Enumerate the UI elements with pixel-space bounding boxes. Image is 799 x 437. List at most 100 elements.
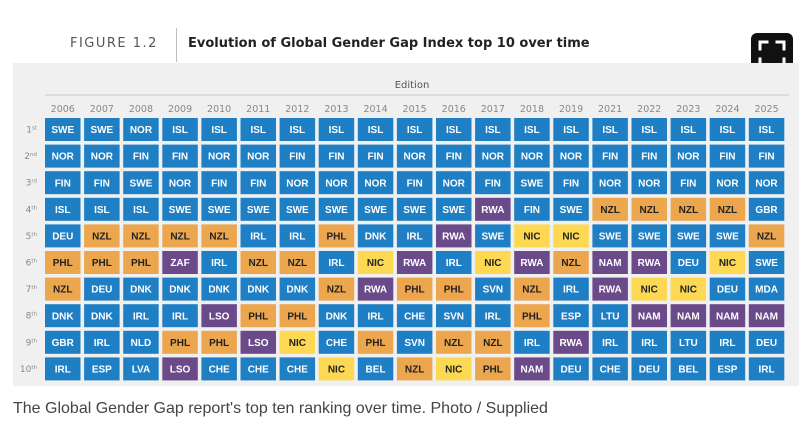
ranking-cell bbox=[123, 118, 159, 141]
country-code: SVN bbox=[483, 285, 504, 296]
year-label: 2025 bbox=[754, 104, 778, 115]
country-code: NIC bbox=[445, 365, 462, 376]
country-code: SWE bbox=[677, 232, 700, 243]
ranking-cell bbox=[318, 171, 355, 195]
ranking-cell bbox=[475, 197, 511, 221]
ranking-cell bbox=[279, 118, 316, 141]
country-code: NZL bbox=[522, 285, 541, 296]
country-code: CHE bbox=[404, 311, 425, 322]
ranking-cell bbox=[592, 224, 628, 248]
country-code: PHL bbox=[522, 311, 542, 322]
country-code: NIC bbox=[680, 285, 697, 296]
ranking-cell bbox=[436, 197, 472, 221]
header-divider bbox=[176, 28, 177, 62]
ranking-cell bbox=[162, 118, 198, 141]
ranking-cell bbox=[84, 144, 120, 168]
country-code: PHL bbox=[444, 285, 464, 296]
country-code: IRL bbox=[485, 311, 501, 322]
ranking-cell bbox=[201, 224, 237, 248]
ranking-cell bbox=[436, 171, 472, 195]
year-label: 2017 bbox=[481, 104, 505, 115]
country-code: NZL bbox=[209, 232, 228, 243]
ranking-cell bbox=[475, 251, 511, 274]
ranking-cell bbox=[592, 144, 628, 168]
ranking-cell bbox=[279, 251, 316, 274]
country-code: DEU bbox=[91, 285, 112, 296]
ranking-cell bbox=[318, 304, 355, 328]
ranking-cell bbox=[670, 357, 707, 381]
ranking-cell bbox=[631, 171, 667, 195]
country-code: DNK bbox=[130, 285, 152, 296]
country-code: DNK bbox=[365, 232, 387, 243]
country-code: ZAF bbox=[170, 258, 189, 269]
rank-number: 10 bbox=[20, 365, 32, 375]
ranking-cell bbox=[592, 251, 628, 274]
country-code: ISL bbox=[681, 125, 697, 136]
ranking-cell bbox=[709, 330, 746, 354]
country-code: RWA bbox=[442, 232, 465, 243]
ranking-cell bbox=[318, 224, 355, 248]
ranking-cell bbox=[240, 304, 276, 328]
ranking-cell bbox=[396, 357, 433, 381]
country-code: LVA bbox=[132, 365, 151, 376]
ranking-cell bbox=[475, 224, 511, 248]
year-label: 2016 bbox=[442, 104, 466, 115]
country-code: ISL bbox=[759, 125, 775, 136]
ranking-cell bbox=[162, 330, 198, 354]
rank-suffix: th bbox=[31, 285, 37, 291]
rank-number: 3 bbox=[26, 179, 32, 189]
country-code: NOR bbox=[482, 152, 505, 163]
ranking-cell bbox=[123, 197, 159, 221]
ranking-cell bbox=[553, 197, 589, 221]
ranking-cell bbox=[748, 277, 785, 301]
country-code: ISL bbox=[55, 205, 71, 216]
ranking-cell bbox=[436, 277, 472, 301]
ranking-cell bbox=[123, 251, 159, 274]
country-code: RWA bbox=[559, 338, 582, 349]
country-code: ISL bbox=[250, 125, 266, 136]
country-code: NZL bbox=[288, 258, 307, 269]
country-code: NOR bbox=[130, 125, 153, 136]
country-code: BEL bbox=[366, 365, 386, 376]
ranking-cell bbox=[475, 304, 511, 328]
ranking-cell bbox=[436, 251, 472, 274]
ranking-cell bbox=[436, 357, 472, 381]
country-code: ISL bbox=[641, 125, 657, 136]
country-code: RWA bbox=[599, 285, 622, 296]
ranking-cell bbox=[84, 357, 120, 381]
rank-label: 2nd bbox=[24, 152, 37, 162]
rank-label: 9th bbox=[26, 338, 38, 348]
ranking-cell bbox=[748, 197, 785, 221]
country-code: IRL bbox=[211, 258, 227, 269]
ranking-cell bbox=[631, 277, 667, 301]
country-code: NOR bbox=[169, 178, 192, 189]
rank-number: 2 bbox=[24, 152, 30, 162]
ranking-cell bbox=[357, 277, 394, 301]
country-code: NIC bbox=[719, 258, 736, 269]
country-code: NZL bbox=[92, 232, 111, 243]
ranking-cell bbox=[357, 330, 394, 354]
country-code: SWE bbox=[442, 205, 465, 216]
ranking-cell bbox=[670, 304, 707, 328]
country-code: ISL bbox=[94, 205, 110, 216]
country-code: NOR bbox=[521, 152, 544, 163]
country-code: PHL bbox=[483, 365, 503, 376]
ranking-cell bbox=[709, 171, 746, 195]
country-code: IRL bbox=[602, 338, 618, 349]
country-code: IRL bbox=[133, 311, 149, 322]
ranking-cell bbox=[396, 144, 433, 168]
year-label: 2022 bbox=[637, 104, 661, 115]
rank-label: 6th bbox=[26, 259, 38, 269]
ranking-cell bbox=[279, 304, 316, 328]
country-code: FIN bbox=[680, 178, 696, 189]
country-code: ISL bbox=[602, 125, 618, 136]
country-code: NIC bbox=[523, 232, 540, 243]
rank-suffix: nd bbox=[30, 152, 37, 158]
ranking-cell bbox=[631, 224, 667, 248]
country-code: CHE bbox=[326, 338, 347, 349]
country-code: NZL bbox=[170, 232, 189, 243]
ranking-cell bbox=[84, 330, 120, 354]
ranking-cell bbox=[162, 144, 198, 168]
country-code: CHE bbox=[600, 365, 621, 376]
country-code: CHE bbox=[209, 365, 230, 376]
